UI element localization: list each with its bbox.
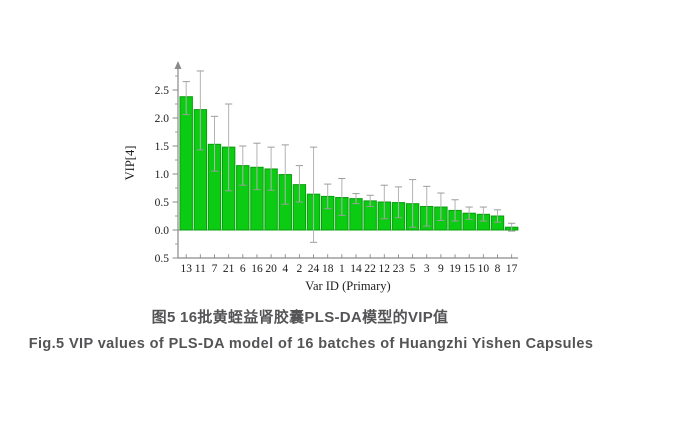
x-tick-label: 3 [424, 263, 430, 275]
x-tick-label: 10 [478, 263, 490, 275]
y-tick-label: 0.5 [155, 197, 170, 209]
x-axis-title: Var ID (Primary) [305, 279, 390, 293]
x-tick-label: 5 [410, 263, 416, 275]
x-tick-label: 9 [438, 263, 444, 275]
x-tick-label: 16 [251, 263, 263, 275]
x-tick-label: 8 [495, 263, 501, 275]
x-tick-label: 4 [282, 263, 288, 275]
x-tick-label: 11 [195, 263, 206, 275]
y-tick-label: 0.0 [155, 225, 170, 237]
x-tick-label: 20 [265, 263, 277, 275]
bar-13 [179, 96, 193, 231]
y-axis-arrow [174, 61, 182, 69]
y-tick-label: 0.5 [155, 253, 170, 265]
x-tick-label: 1 [339, 263, 345, 275]
vip-bar-chart: 2.52.01.51.00.50.00.513 11 7 21 6 16 20 4 2 24 18 1… [123, 61, 519, 293]
y-tick-label: 2.5 [155, 85, 170, 97]
x-tick-label: 23 [393, 263, 405, 275]
x-tick-label: 6 [240, 263, 246, 275]
x-tick-label: 14 [350, 263, 362, 275]
x-tick-label: 19 [449, 263, 461, 275]
x-tick-label: 7 [212, 263, 218, 275]
figure-caption-english: Fig.5 VIP values of PLS-DA model of 16 b… [28, 336, 594, 352]
figure-caption-chinese: 图5 16批黄蛭益肾胶囊PLS-DA模型的VIP值 [151, 309, 449, 326]
y-axis-title: VIP[4] [123, 146, 137, 181]
x-tick-label: 22 [364, 263, 376, 275]
x-tick-label: 2 [297, 263, 303, 275]
y-tick-label: 2.0 [155, 113, 170, 125]
y-tick-label: 1.0 [155, 169, 170, 181]
x-tick-label: 13 [180, 263, 192, 275]
x-tick-label: 15 [463, 263, 475, 275]
x-tick-label: 21 [223, 263, 235, 275]
y-tick-label: 1.5 [155, 141, 170, 153]
x-tick-label: 12 [379, 263, 391, 275]
x-tick-label: 17 [506, 263, 518, 275]
x-tick-label: 18 [322, 263, 334, 275]
x-tick-label: 24 [308, 263, 320, 275]
